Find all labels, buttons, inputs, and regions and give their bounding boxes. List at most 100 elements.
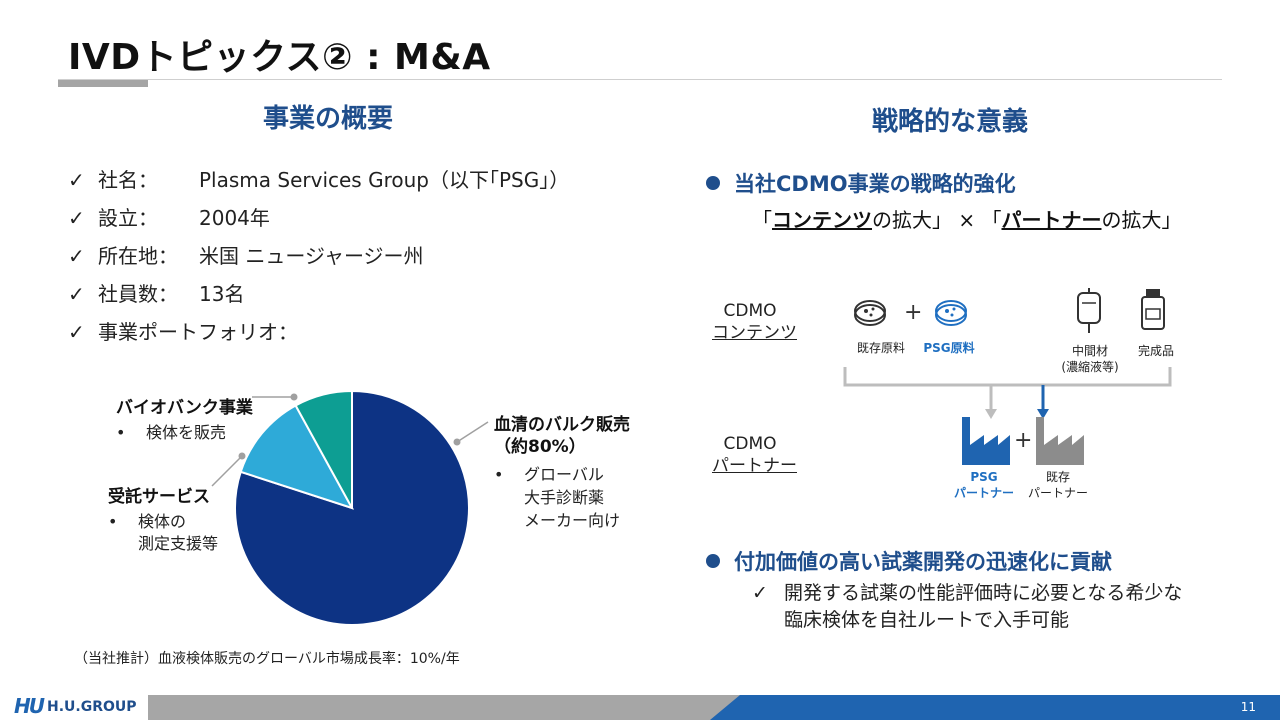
slice-detail-contract: • 検体の bbox=[108, 511, 186, 533]
plus-sign: + bbox=[904, 300, 923, 325]
page-title: IVDトピックス② : M&A bbox=[68, 37, 491, 78]
reagent-detail-line-2: 臨床検体を自社ルートで入手可能 bbox=[784, 609, 1070, 631]
row-value: 13名 bbox=[199, 282, 245, 306]
expansion-formula: 「コンテンツの拡大」 × 「パートナーの拡大」 bbox=[752, 204, 1181, 233]
existing-factory-icon bbox=[1036, 417, 1084, 465]
slice-label-biobank: バイオバンク事業 bbox=[116, 398, 253, 418]
pie-slice-0 bbox=[234, 389, 470, 626]
market-growth-note: （当社推計）血液検体販売のグローバル市場成長率：10%/年 bbox=[74, 651, 460, 667]
row-label: 社員数： bbox=[98, 282, 178, 306]
label-line: CDMO bbox=[723, 301, 777, 321]
finished-product-label: 完成品 bbox=[1137, 344, 1174, 358]
label-line: (濃縮液等) bbox=[1061, 360, 1119, 374]
plus-sign: + bbox=[1014, 428, 1033, 453]
label-line: パートナー bbox=[953, 486, 1014, 500]
psg-factory-icon bbox=[962, 417, 1010, 465]
bracket: 「 bbox=[752, 208, 772, 232]
row-label: 社名： bbox=[98, 168, 158, 192]
detail-text: グローバル bbox=[524, 465, 604, 484]
detail-text: 検体を販売 bbox=[146, 423, 227, 442]
bullet-icon: • bbox=[494, 465, 504, 484]
pie-slice-1 bbox=[239, 404, 355, 510]
label-line: パートナー bbox=[712, 456, 797, 476]
existing-material-label: 既存原料 bbox=[856, 341, 905, 355]
slice-detail-serum: • グローバル bbox=[494, 464, 604, 486]
existing-partner-label: 既存 パートナー bbox=[1020, 469, 1096, 501]
formula-text: の拡大」 × 「 bbox=[872, 208, 1002, 232]
grouping-bracket bbox=[843, 367, 1172, 387]
row-label: 設立： bbox=[98, 206, 158, 230]
pie-slice-2 bbox=[294, 389, 353, 509]
label-line: CDMO bbox=[723, 434, 777, 454]
location-row: ✓ 所在地： 米国 ニュージャージー州 bbox=[68, 242, 424, 270]
logo-text: H.U.GROUP bbox=[46, 699, 137, 715]
slice-label-contract: 受託サービス bbox=[108, 487, 210, 507]
reagent-detail-check: ✓ bbox=[752, 582, 768, 604]
point-reagent-development: 付加価値の高い試薬開発の迅速化に貢献 bbox=[706, 546, 1112, 576]
business-overview-heading: 事業の概要 bbox=[263, 104, 394, 134]
check-icon: ✓ bbox=[68, 282, 85, 306]
detail-text: 検体の bbox=[138, 512, 187, 531]
slice-detail-contract-2: 測定支援等 bbox=[138, 534, 219, 553]
formula-text: の拡大」 bbox=[1101, 208, 1182, 232]
arrow-blue-icon bbox=[1037, 385, 1049, 419]
title-accent-bar bbox=[58, 80, 148, 87]
bullet-dot-icon bbox=[706, 554, 720, 568]
psg-partner-label: PSG パートナー bbox=[944, 469, 1024, 501]
psg-petri-dish-icon bbox=[935, 300, 967, 326]
slice-detail-serum-2: 大手診断薬 bbox=[524, 488, 605, 507]
company-name-row: ✓ 社名： Plasma Services Group（以下｢PSG｣） bbox=[68, 166, 569, 194]
bullet-dot-icon bbox=[706, 176, 720, 190]
leader-line-contract bbox=[211, 455, 243, 487]
point-cdmo-strengthening: 当社CDMO事業の戦略的強化 bbox=[706, 168, 1016, 198]
employees-row: ✓ 社員数： 13名 bbox=[68, 280, 244, 308]
slice-detail-serum-3: メーカー向け bbox=[524, 511, 621, 530]
check-icon: ✓ bbox=[68, 244, 85, 268]
arrow-gray-icon bbox=[985, 385, 997, 419]
page-number: 11 bbox=[1240, 700, 1256, 714]
logo-mark-icon: HU bbox=[14, 694, 45, 718]
contents-emphasis: コンテンツ bbox=[772, 208, 872, 232]
footer-blue-band bbox=[710, 695, 1280, 720]
psg-material-label: PSG原料 bbox=[923, 341, 975, 355]
label-line: 既存 bbox=[1045, 470, 1070, 484]
bullet-icon: • bbox=[108, 512, 118, 531]
label-line: 中間材 bbox=[1071, 344, 1108, 358]
slice-detail-biobank: • 検体を販売 bbox=[116, 422, 226, 444]
strategic-significance-heading: 戦略的な意義 bbox=[872, 107, 1029, 137]
point-text: 付加価値の高い試薬開発の迅速化に貢献 bbox=[734, 550, 1112, 574]
bottle-icon bbox=[1141, 289, 1165, 330]
slice-label-serum: 血清のバルク販売 bbox=[494, 415, 630, 435]
check-icon: ✓ bbox=[68, 320, 85, 344]
cdmo-contents-label: CDMO コンテンツ bbox=[712, 300, 797, 344]
label-line: コンテンツ bbox=[712, 323, 797, 343]
row-label: 事業ポートフォリオ： bbox=[98, 320, 298, 344]
founded-row: ✓ 設立： 2004年 bbox=[68, 204, 270, 232]
row-value: 米国 ニュージャージー州 bbox=[199, 244, 424, 268]
footer-gray-band bbox=[148, 695, 748, 720]
row-value: Plasma Services Group（以下｢PSG｣） bbox=[199, 168, 570, 192]
label-line: パートナー bbox=[1027, 486, 1088, 500]
cdmo-diagram bbox=[843, 288, 1172, 465]
leader-dot bbox=[238, 452, 246, 460]
bullet-icon: • bbox=[116, 423, 126, 442]
slice-share-serum: （約80%） bbox=[494, 437, 586, 457]
label-line: PSG bbox=[970, 470, 998, 484]
leader-dot bbox=[453, 438, 461, 446]
row-label: 所在地： bbox=[98, 244, 178, 268]
iv-bag-icon bbox=[1077, 288, 1101, 333]
petri-dish-icon bbox=[854, 300, 886, 326]
leader-dot bbox=[290, 393, 298, 401]
title-divider bbox=[58, 79, 1222, 80]
reagent-detail-line-1: 開発する試薬の性能評価時に必要となる希少な bbox=[784, 582, 1183, 604]
point-text: 当社CDMO事業の戦略的強化 bbox=[734, 172, 1016, 196]
hu-group-logo: HU H.U.GROUP bbox=[14, 694, 137, 718]
cdmo-partner-label: CDMO パートナー bbox=[712, 433, 797, 477]
check-icon: ✓ bbox=[68, 206, 85, 230]
leader-line-serum bbox=[456, 421, 489, 443]
portfolio-row: ✓ 事業ポートフォリオ： bbox=[68, 318, 298, 346]
check-icon: ✓ bbox=[68, 168, 85, 192]
intermediate-label: 中間材 (濃縮液等) bbox=[1050, 343, 1130, 375]
row-value: 2004年 bbox=[199, 206, 270, 230]
